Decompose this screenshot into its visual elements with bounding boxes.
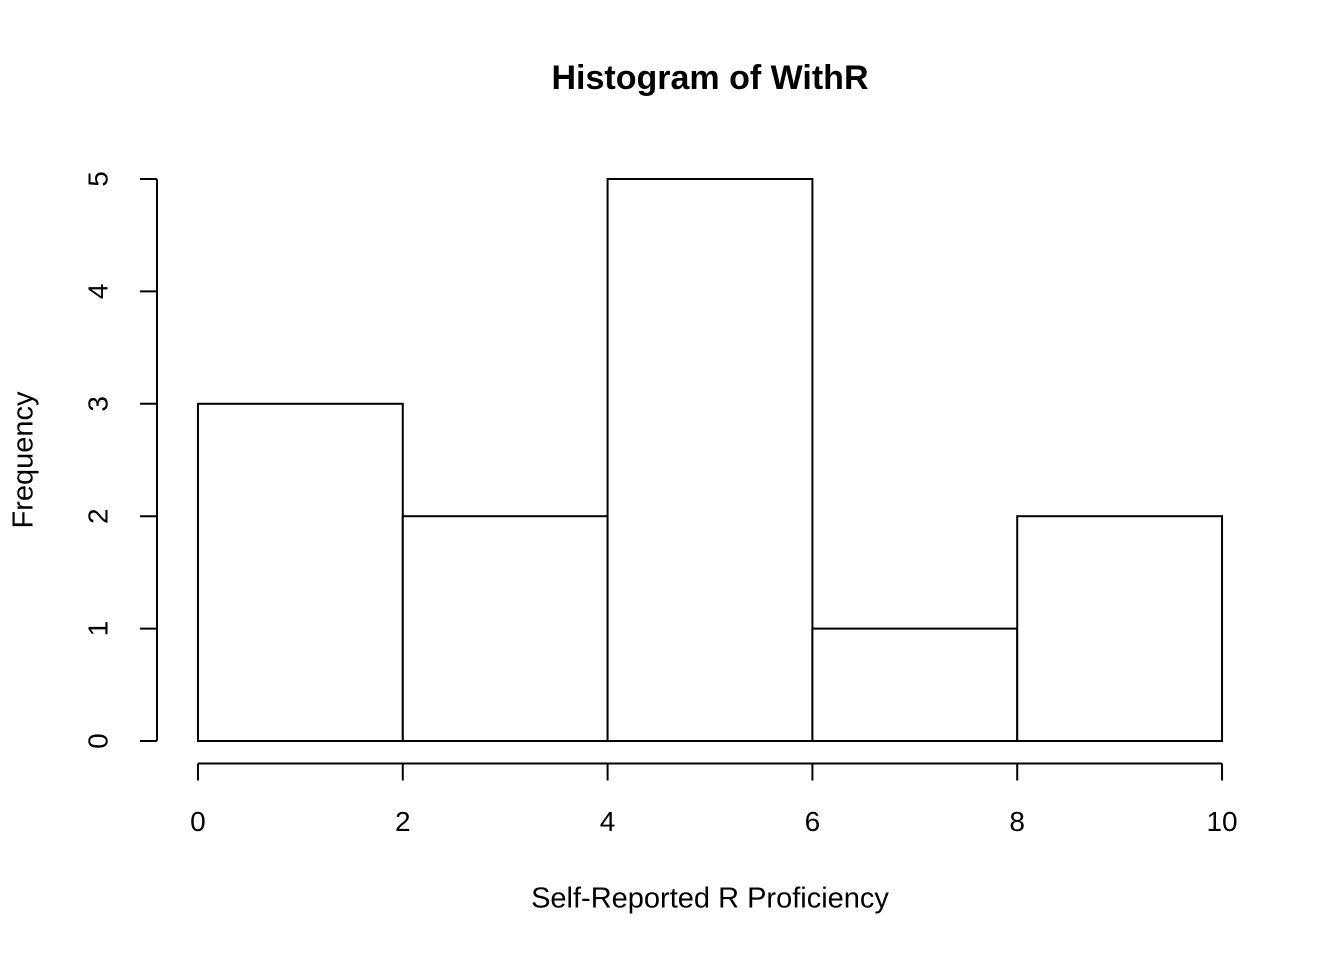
bar bbox=[606, 177, 814, 743]
x-tick-label: 4 bbox=[600, 806, 616, 837]
x-tick-label: 8 bbox=[1009, 806, 1025, 837]
x-axis-label: Self-Reported R Proficiency bbox=[531, 883, 889, 915]
y-axis-label: Frequency bbox=[8, 391, 40, 529]
x-tick-label: 6 bbox=[805, 806, 821, 837]
y-tick-label: 2 bbox=[82, 508, 113, 524]
y-tick-label: 0 bbox=[82, 733, 113, 749]
x-tick-label: 2 bbox=[395, 806, 411, 837]
y-tick-label: 5 bbox=[82, 171, 113, 187]
y-tick-label: 3 bbox=[82, 396, 113, 412]
y-tick-label: 4 bbox=[82, 284, 113, 300]
y-tick-label: 1 bbox=[82, 621, 113, 637]
bar bbox=[196, 402, 404, 743]
chart-title: Histogram of WithR bbox=[551, 59, 868, 97]
x-tick-label: 0 bbox=[190, 806, 206, 837]
bar bbox=[1016, 515, 1224, 743]
bar bbox=[811, 627, 1019, 743]
bar bbox=[401, 515, 609, 743]
x-tick-label: 10 bbox=[1206, 806, 1237, 837]
